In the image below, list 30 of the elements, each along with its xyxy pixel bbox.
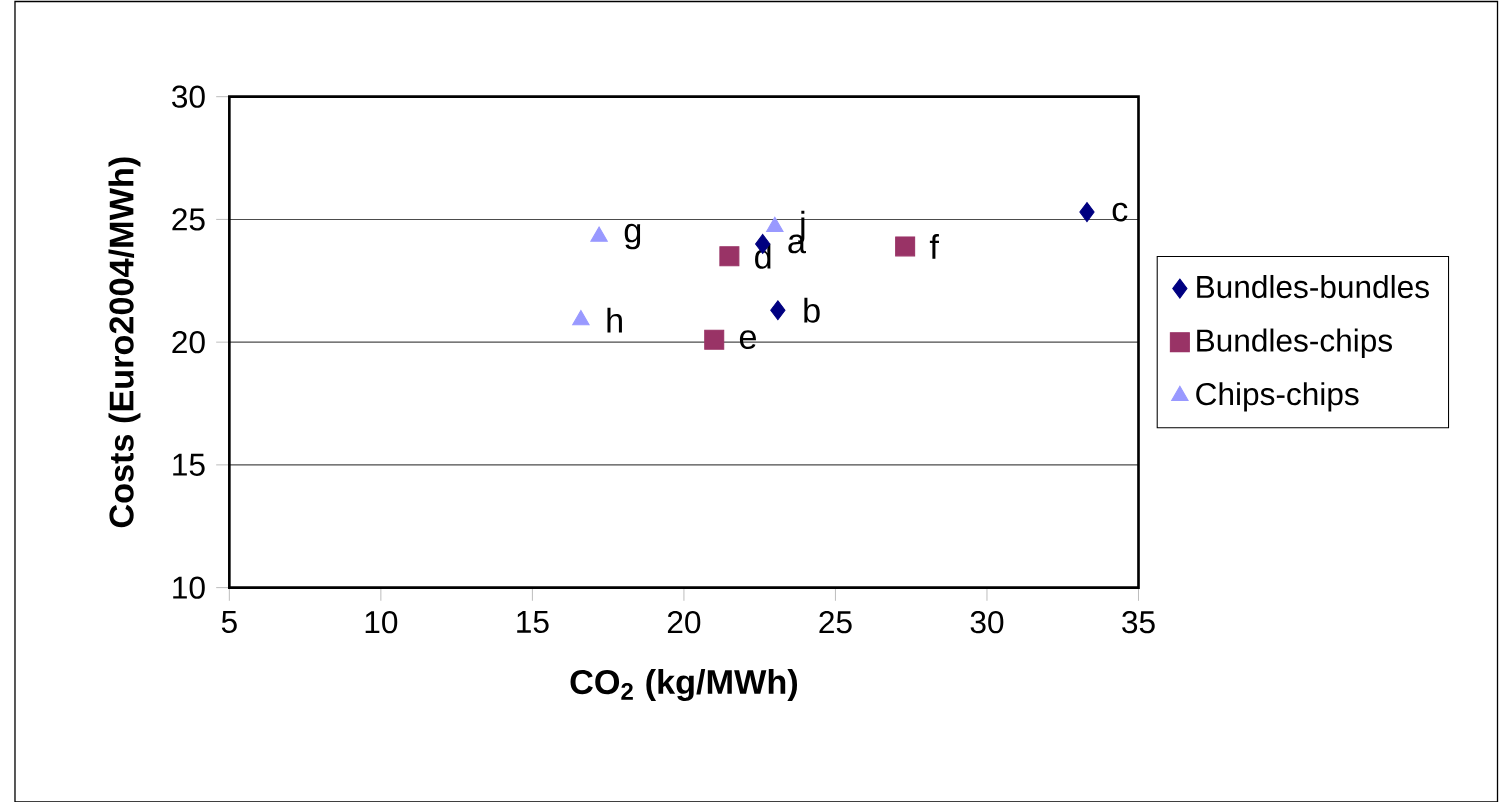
annotation: g	[624, 223, 641, 250]
y-tick-label: 10	[173, 576, 205, 599]
y-tick-label: 30	[172, 85, 205, 108]
x-axis-title: CO$_{2}$ (kg/MWh)	[570, 669, 798, 702]
annotation: d	[755, 243, 771, 269]
legend-label: Bundles-chips	[1197, 328, 1392, 359]
x-tick-label: 15	[517, 611, 549, 634]
annotation: h	[607, 307, 622, 333]
point	[704, 329, 725, 350]
point	[1079, 202, 1095, 223]
y-tick-label: 15	[173, 453, 205, 476]
x-tick-label: 35	[1122, 610, 1155, 634]
point	[719, 246, 740, 267]
x-tick-label: 25	[819, 610, 852, 634]
point	[895, 236, 916, 257]
point	[770, 300, 786, 321]
x-tick-label: 5	[221, 611, 237, 634]
point	[572, 310, 590, 326]
annotation: e	[739, 330, 756, 350]
x-tick-label: 30	[970, 610, 1004, 634]
x-tick-label: 20	[667, 610, 701, 634]
x-tick-label: 10	[365, 610, 398, 634]
legend-label: Chips-chips	[1196, 382, 1359, 412]
y-tick-label: 25	[172, 208, 205, 231]
annotation: c	[1112, 202, 1128, 222]
annotation: f	[929, 234, 939, 259]
y-axis-title: Costs (Euro2004/MWh)	[108, 157, 141, 528]
y-tick-label: 20	[172, 330, 205, 354]
legend-label: Bundles-bundles	[1197, 274, 1429, 299]
annotation: b	[804, 297, 820, 323]
